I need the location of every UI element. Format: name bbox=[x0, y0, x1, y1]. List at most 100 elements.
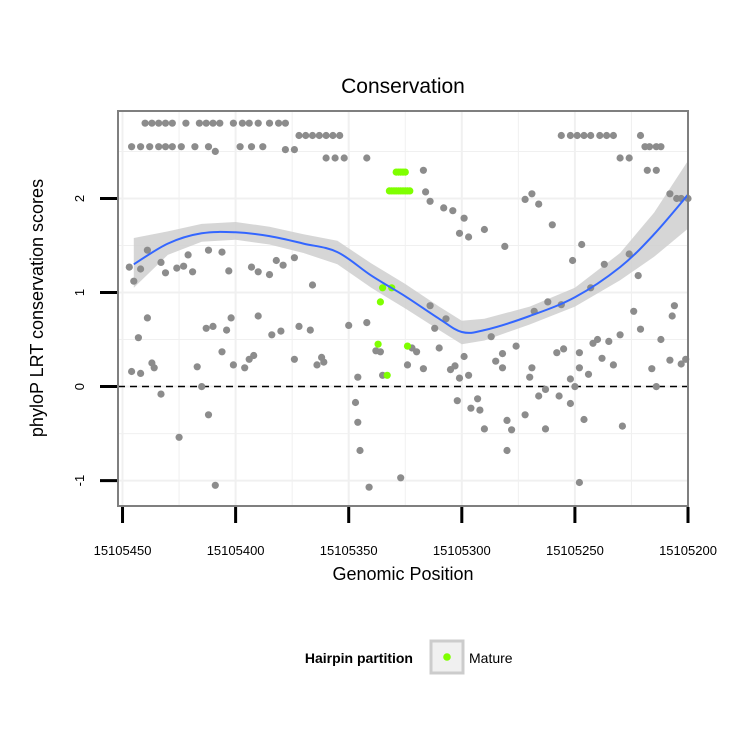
data-point bbox=[279, 261, 287, 269]
data-point bbox=[202, 119, 210, 127]
data-point bbox=[652, 166, 660, 174]
data-point bbox=[204, 246, 213, 254]
y-tick-label: 0 bbox=[72, 383, 87, 390]
data-point bbox=[492, 357, 500, 365]
data-point bbox=[566, 399, 575, 408]
data-point bbox=[306, 326, 314, 334]
data-point bbox=[465, 233, 473, 241]
data-point bbox=[584, 370, 593, 378]
data-point bbox=[223, 326, 231, 334]
data-point bbox=[363, 319, 371, 327]
data-point bbox=[193, 363, 201, 371]
data-point bbox=[609, 131, 618, 140]
smooth-fit-layer bbox=[133, 194, 689, 334]
data-point bbox=[666, 356, 674, 364]
x-tick-label: 15105350 bbox=[320, 543, 378, 558]
data-point bbox=[625, 154, 633, 162]
data-point bbox=[265, 119, 274, 127]
data-point bbox=[480, 225, 488, 234]
data-point bbox=[575, 478, 584, 487]
data-point bbox=[435, 344, 443, 352]
data-point bbox=[245, 119, 253, 127]
data-point bbox=[403, 361, 412, 369]
data-point bbox=[657, 335, 665, 344]
x-tick-label: 15105200 bbox=[659, 543, 717, 558]
data-point bbox=[455, 374, 464, 382]
data-point bbox=[137, 369, 145, 377]
data-point bbox=[636, 325, 645, 333]
data-point bbox=[340, 154, 348, 162]
data-point bbox=[593, 335, 602, 344]
data-point bbox=[580, 415, 588, 424]
data-point bbox=[616, 154, 624, 162]
data-point bbox=[419, 365, 427, 373]
data-point bbox=[630, 307, 638, 315]
x-tick-label: 15105300 bbox=[433, 543, 491, 558]
legend-title: Hairpin partition bbox=[305, 650, 413, 666]
data-point bbox=[128, 367, 136, 376]
y-axis-title: phyloP LRT conservation scores bbox=[27, 179, 47, 437]
data-point bbox=[605, 337, 613, 345]
data-point bbox=[431, 324, 439, 332]
data-point bbox=[616, 331, 624, 339]
legend-key-mature-point bbox=[443, 653, 451, 661]
data-point bbox=[652, 383, 660, 391]
data-point bbox=[455, 229, 464, 237]
plot-panel bbox=[118, 111, 688, 506]
data-point bbox=[308, 281, 317, 289]
data-point bbox=[677, 360, 685, 368]
data-point bbox=[295, 131, 303, 140]
data-point bbox=[229, 119, 237, 127]
data-point bbox=[541, 425, 550, 433]
data-point bbox=[236, 143, 244, 151]
data-point bbox=[356, 446, 364, 455]
data-point bbox=[161, 119, 170, 127]
data-point bbox=[180, 262, 188, 270]
data-point bbox=[173, 264, 181, 272]
data-point bbox=[351, 398, 360, 407]
data-point bbox=[643, 166, 651, 174]
data-point bbox=[250, 351, 258, 360]
data-point bbox=[202, 324, 210, 332]
data-point bbox=[168, 119, 176, 127]
data-point bbox=[528, 190, 536, 198]
data-point bbox=[526, 373, 534, 381]
data-point bbox=[128, 143, 136, 151]
data-point bbox=[487, 333, 495, 341]
data-point bbox=[143, 314, 151, 322]
mature-data-point bbox=[401, 168, 409, 176]
data-point bbox=[155, 143, 163, 151]
data-point bbox=[465, 371, 473, 379]
data-point bbox=[259, 143, 267, 151]
data-point bbox=[290, 254, 298, 262]
x-tick-label: 15105250 bbox=[546, 543, 604, 558]
data-point bbox=[157, 258, 165, 266]
data-point bbox=[467, 404, 475, 412]
data-point bbox=[528, 364, 536, 372]
y-axis: -1 0 1 2 bbox=[72, 195, 117, 486]
data-point bbox=[566, 375, 575, 383]
data-point bbox=[560, 345, 568, 353]
data-point bbox=[442, 315, 450, 323]
data-point bbox=[598, 354, 606, 362]
data-point bbox=[634, 272, 642, 280]
data-point bbox=[238, 119, 246, 127]
y-tick-label: -1 bbox=[72, 475, 87, 487]
data-point bbox=[508, 426, 516, 434]
data-point bbox=[460, 214, 468, 222]
data-point bbox=[521, 411, 529, 419]
data-point bbox=[254, 119, 262, 127]
data-point bbox=[573, 131, 581, 140]
points-layer bbox=[125, 119, 692, 491]
data-point bbox=[195, 119, 203, 127]
data-point bbox=[422, 188, 430, 196]
data-point bbox=[254, 268, 262, 276]
data-point bbox=[177, 143, 185, 151]
data-point bbox=[571, 383, 579, 391]
data-point bbox=[609, 361, 618, 369]
data-point bbox=[209, 322, 217, 330]
data-point bbox=[636, 131, 645, 140]
data-point bbox=[134, 334, 142, 342]
data-point bbox=[596, 131, 604, 140]
data-point bbox=[625, 250, 633, 258]
